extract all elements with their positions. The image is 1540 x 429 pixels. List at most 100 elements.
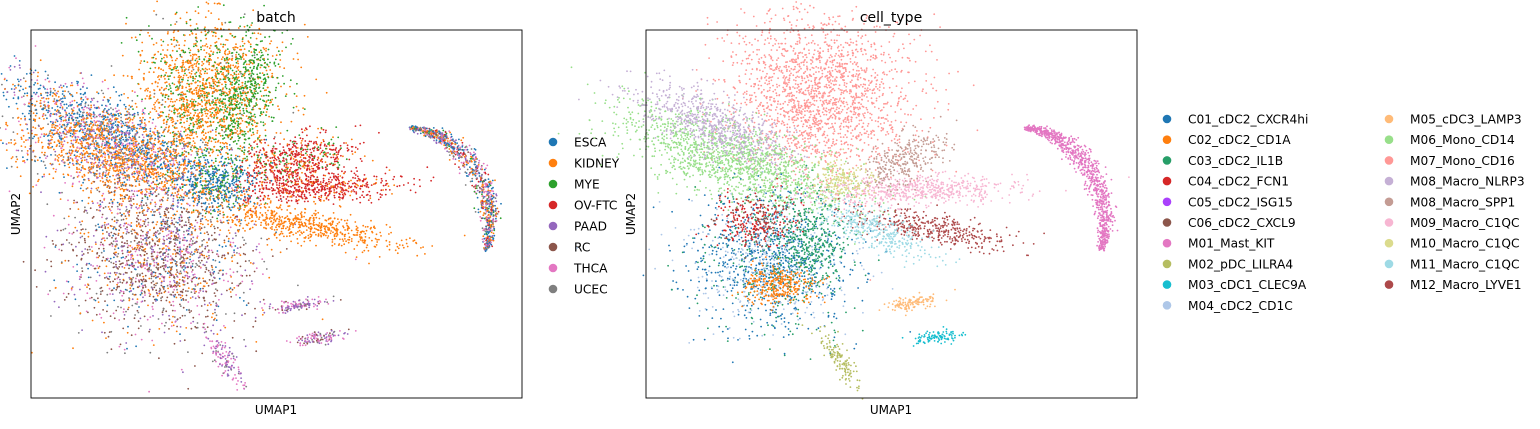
batch-point	[127, 164, 129, 166]
batch-point	[18, 85, 20, 87]
batch-point	[158, 166, 160, 168]
batch-point	[207, 46, 209, 48]
batch-point	[51, 126, 53, 128]
batch-point	[156, 110, 158, 112]
batch-point	[98, 120, 100, 122]
batch-point	[268, 105, 270, 107]
batch-point	[62, 116, 64, 118]
batch-point	[45, 157, 47, 159]
batch-point	[84, 159, 86, 161]
batch-point	[176, 133, 178, 135]
batch-point	[97, 187, 99, 189]
batch-point	[135, 278, 137, 280]
batch-point	[151, 143, 153, 145]
batch-point	[107, 130, 109, 132]
batch-point	[185, 130, 187, 132]
batch-point	[188, 159, 190, 161]
batch-point	[161, 87, 163, 89]
batch-point	[212, 101, 214, 103]
batch-point	[57, 109, 59, 111]
batch-point	[187, 145, 189, 147]
batch-point	[134, 162, 136, 164]
batch-point	[256, 74, 258, 76]
batch-point	[79, 148, 81, 150]
batch-point	[108, 134, 110, 136]
batch-point	[58, 140, 60, 142]
batch-point	[296, 83, 298, 85]
batch-point	[60, 117, 62, 119]
batch-point	[226, 66, 228, 68]
batch-point	[231, 166, 233, 168]
batch-point	[113, 148, 115, 150]
batch-point	[32, 126, 34, 128]
batch-point	[185, 195, 187, 197]
batch-point	[48, 98, 50, 100]
batch-point	[260, 121, 262, 123]
batch-point	[179, 161, 181, 163]
batch-point	[271, 120, 273, 122]
batch-point	[244, 77, 246, 79]
batch-point	[206, 60, 208, 62]
batch-point	[190, 30, 192, 32]
batch-point	[239, 127, 241, 129]
batch-point	[204, 45, 206, 47]
batch-point	[246, 70, 248, 72]
batch-point	[232, 75, 234, 77]
batch-point	[51, 136, 53, 138]
batch-point	[91, 158, 93, 160]
batch-point	[200, 156, 202, 158]
batch-point	[154, 132, 156, 134]
batch-point	[219, 3, 221, 5]
batch-point	[245, 31, 247, 33]
batch-point	[71, 152, 73, 154]
batch-point	[154, 202, 156, 204]
batch-point	[227, 39, 229, 41]
batch-point	[70, 135, 72, 137]
batch-point	[202, 124, 204, 126]
batch-point	[120, 140, 122, 142]
batch-point	[239, 49, 241, 51]
batch-point	[81, 101, 83, 103]
batch-point	[176, 50, 178, 52]
batch-point	[202, 118, 204, 120]
batch-point	[254, 52, 256, 54]
batch-point	[265, 114, 267, 116]
batch-point	[184, 110, 186, 112]
batch-point	[93, 145, 95, 147]
batch-point	[173, 37, 175, 39]
batch-point	[235, 232, 237, 234]
batch-point	[208, 140, 210, 142]
batch-point	[42, 114, 44, 116]
batch-point	[57, 91, 59, 93]
batch-point	[276, 132, 278, 134]
batch-point	[238, 108, 240, 110]
batch-point	[228, 21, 230, 23]
batch-point	[172, 192, 174, 194]
batch-point	[40, 93, 42, 95]
batch-point	[210, 124, 212, 126]
batch-point	[157, 153, 159, 155]
batch-point	[170, 24, 172, 26]
batch-point	[253, 73, 255, 75]
batch-point	[196, 63, 198, 65]
batch-point	[168, 83, 170, 85]
batch-point	[233, 87, 235, 89]
batch-point	[82, 78, 84, 80]
batch-point	[104, 125, 106, 127]
batch-point	[101, 132, 103, 134]
batch-point	[124, 161, 126, 163]
batch-point	[247, 92, 249, 94]
batch-point	[76, 92, 78, 94]
batch-point	[175, 70, 177, 72]
batch-point	[265, 95, 267, 97]
batch-point	[64, 140, 66, 142]
batch-point	[201, 121, 203, 123]
batch-point	[89, 147, 91, 149]
batch-point	[222, 72, 224, 74]
batch-point	[10, 65, 12, 67]
batch-point	[220, 62, 222, 64]
batch-point	[100, 180, 102, 182]
batch-point	[151, 153, 153, 155]
batch-point	[167, 119, 169, 121]
batch-point	[200, 76, 202, 78]
